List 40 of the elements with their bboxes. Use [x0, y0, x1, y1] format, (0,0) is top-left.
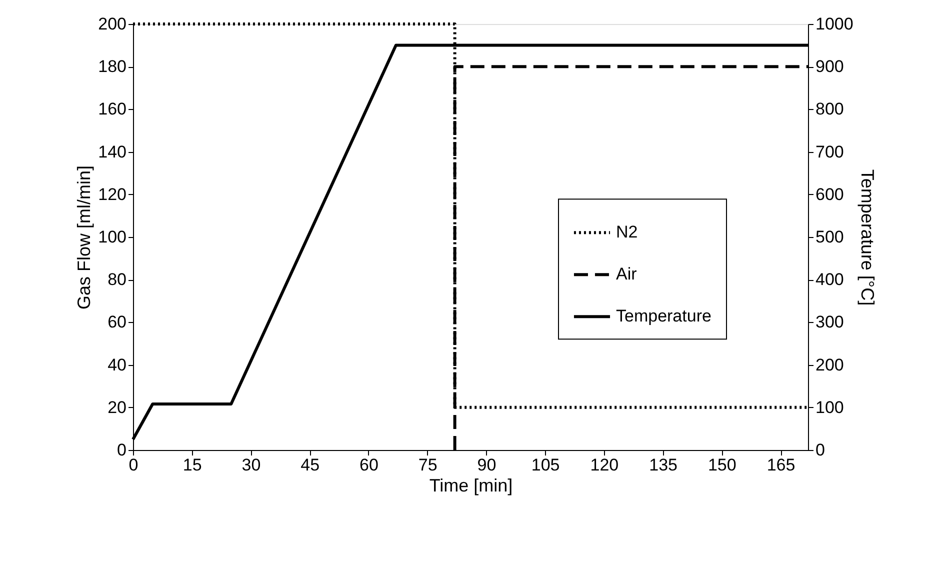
y-tick-label: 60 [108, 312, 126, 332]
y-tick-label: 0 [117, 440, 126, 460]
y2-axis-title: Temperature [°C] [857, 169, 878, 306]
x-tick-label: 45 [300, 456, 320, 474]
x-axis-title: Time [min] [429, 476, 513, 496]
x-tick-label: 75 [418, 456, 438, 474]
legend-label: Temperature [616, 306, 712, 326]
y-tick-label: 180 [98, 57, 126, 76]
y2-tick-label: 700 [816, 142, 844, 162]
y2-tick-label: 300 [816, 312, 844, 332]
x-tick-label: 165 [766, 456, 796, 474]
x-tick-label: 150 [708, 456, 736, 474]
x-tick-label: 15 [182, 456, 202, 474]
x-tick-label: 105 [531, 456, 560, 474]
x-tick-label: 0 [128, 456, 138, 474]
y-tick-label: 140 [98, 142, 126, 162]
y2-tick-label: 600 [816, 184, 844, 204]
y-tick-label: 80 [108, 270, 126, 290]
y2-tick-label: 900 [816, 57, 844, 76]
x-tick-label: 135 [649, 456, 678, 474]
y-tick-label: 40 [108, 355, 126, 374]
y2-tick-label: 0 [816, 440, 825, 460]
y2-tick-label: 400 [816, 270, 844, 290]
y-tick-label: 100 [98, 228, 126, 246]
y-axis-title: Gas Flow [ml/min] [74, 165, 94, 310]
y2-tick-label: 500 [816, 228, 844, 246]
x-tick-label: 30 [242, 456, 261, 474]
legend-label: N2 [616, 222, 638, 242]
y2-tick-label: 100 [816, 398, 844, 417]
x-tick-label: 60 [360, 456, 378, 474]
y2-tick-label: 800 [816, 100, 844, 119]
y2-tick-label: 200 [816, 355, 844, 374]
y-tick-label: 160 [98, 100, 126, 119]
x-tick-label: 90 [477, 456, 496, 474]
legend-label: Air [616, 264, 638, 284]
x-tick-label: 120 [590, 456, 619, 474]
y-tick-label: 120 [98, 184, 126, 204]
y-tick-label: 20 [108, 398, 126, 417]
y-tick-label: 200 [98, 14, 126, 34]
y2-tick-label: 1000 [816, 14, 854, 34]
